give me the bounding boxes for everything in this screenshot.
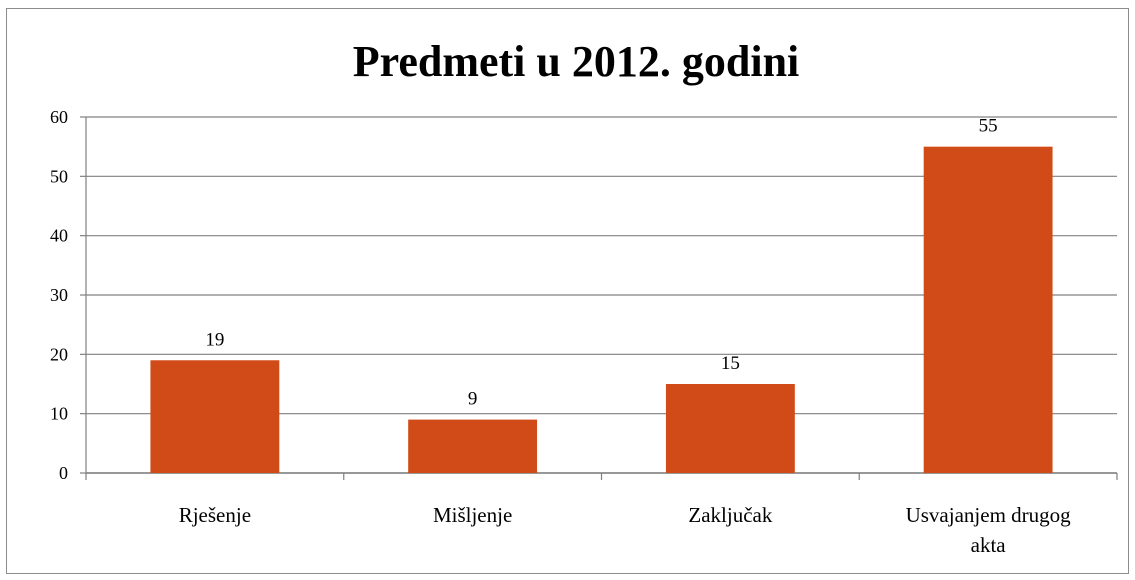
x-axis: Rješenje Mišljenje Zaključak Usvajanjem dru… [85, 472, 1118, 557]
y-axis: 0 10 20 30 40 50 60 [50, 107, 87, 483]
category-label: Rješenje [179, 503, 251, 527]
bar [150, 360, 280, 473]
data-label: 55 [979, 116, 998, 137]
category-label: Mišljenje [433, 503, 512, 527]
data-label: 15 [721, 353, 740, 374]
y-tick-label: 50 [50, 166, 68, 186]
y-tick-label: 10 [50, 404, 68, 424]
category-label: Zaključak [688, 503, 772, 527]
data-labels: 19 9 15 55 [205, 116, 997, 410]
y-tick-label: 0 [59, 463, 68, 483]
y-tick-label: 60 [50, 107, 68, 127]
data-label: 19 [205, 329, 224, 350]
category-label: akta [971, 533, 1007, 557]
bars [150, 146, 1053, 473]
data-label: 9 [468, 389, 478, 410]
category-label: Usvajanjem drugog [906, 503, 1072, 527]
y-tick-label: 40 [50, 226, 68, 246]
bar [923, 146, 1053, 473]
y-tick-label: 30 [50, 285, 68, 305]
y-tick-label: 20 [50, 344, 68, 364]
bar [408, 419, 538, 473]
bar [665, 384, 795, 473]
chart-title: Predmeti u 2012. godini [353, 37, 800, 86]
